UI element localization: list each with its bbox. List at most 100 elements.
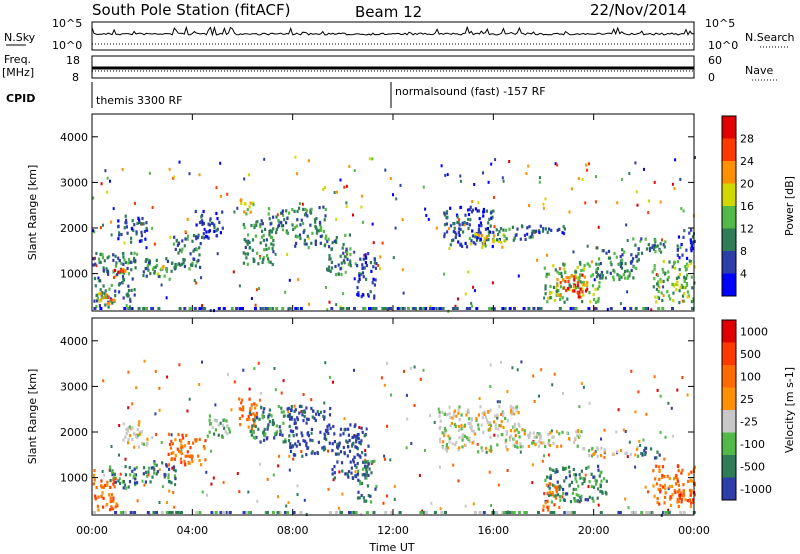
range-cell xyxy=(191,460,194,464)
range-cell xyxy=(583,267,586,271)
x-tick-label: 04:00 xyxy=(176,524,208,537)
range-cell xyxy=(513,307,516,310)
range-cell xyxy=(457,297,459,301)
colorbar-tick-label: 12 xyxy=(740,223,754,236)
range-cell xyxy=(690,249,693,253)
range-cell xyxy=(455,414,458,418)
range-cell xyxy=(544,284,547,288)
range-cell xyxy=(549,476,552,480)
range-cell xyxy=(329,269,332,273)
range-cell xyxy=(303,238,306,242)
range-cell xyxy=(291,223,294,227)
range-cell xyxy=(136,481,139,485)
range-cell xyxy=(305,421,308,425)
range-cell xyxy=(284,414,287,418)
range-cell xyxy=(655,482,658,486)
range-cell xyxy=(505,438,508,442)
range-cell xyxy=(551,490,554,494)
range-cell xyxy=(354,262,357,266)
range-cell xyxy=(406,417,409,421)
range-cell xyxy=(673,260,676,264)
range-cell xyxy=(521,445,525,449)
range-cell xyxy=(651,270,654,274)
range-cell xyxy=(465,245,469,249)
range-cell xyxy=(146,264,149,268)
range-cell xyxy=(260,405,263,409)
range-cell xyxy=(519,237,522,241)
range-cell xyxy=(256,220,259,224)
range-cell xyxy=(570,274,573,278)
range-cell xyxy=(294,244,297,248)
range-cell xyxy=(106,483,109,487)
range-cell xyxy=(177,242,181,246)
range-cell xyxy=(122,486,125,490)
range-cell xyxy=(447,434,450,438)
range-cell xyxy=(493,433,496,437)
range-cell xyxy=(636,446,639,450)
range-cell xyxy=(615,430,618,434)
range-cell xyxy=(643,167,645,171)
range-cell xyxy=(198,246,201,250)
range-cell xyxy=(672,284,675,288)
range-cell xyxy=(444,511,447,514)
range-cell xyxy=(490,307,494,310)
range-cell xyxy=(112,269,115,273)
range-cell xyxy=(180,262,184,266)
range-cell xyxy=(310,406,313,411)
range-cell xyxy=(215,419,218,423)
range-cell xyxy=(569,500,573,504)
range-cell xyxy=(202,232,205,236)
range-cell xyxy=(419,377,422,381)
range-cell xyxy=(306,446,309,450)
range-cell xyxy=(102,485,105,489)
range-cell xyxy=(624,451,627,456)
range-cell xyxy=(678,289,681,293)
range-cell xyxy=(200,215,203,219)
range-cell xyxy=(681,285,684,289)
range-cell xyxy=(144,480,147,484)
range-cell xyxy=(546,475,549,479)
range-cell xyxy=(133,288,136,292)
range-cell xyxy=(265,243,268,247)
range-cell xyxy=(387,307,391,310)
range-cell xyxy=(361,473,364,477)
range-cell xyxy=(225,419,228,423)
range-cell xyxy=(310,427,313,432)
range-cell xyxy=(554,162,557,166)
range-cell xyxy=(325,234,328,238)
x-tick-label: 00:00 xyxy=(76,524,108,537)
range-cell xyxy=(693,239,696,243)
range-cell xyxy=(130,240,133,244)
range-cell xyxy=(550,291,553,295)
range-cell xyxy=(538,432,541,436)
range-cell xyxy=(140,430,143,434)
range-cell xyxy=(680,283,683,287)
range-cell xyxy=(269,222,272,226)
range-cell xyxy=(570,511,574,514)
range-cell xyxy=(273,436,276,440)
range-cell xyxy=(241,398,244,402)
range-cell xyxy=(586,244,589,248)
range-cell xyxy=(315,412,318,416)
range-cell xyxy=(104,289,107,293)
range-cell xyxy=(114,254,117,258)
range-cell xyxy=(658,465,661,469)
range-cell xyxy=(188,461,191,465)
range-cell xyxy=(247,415,250,419)
range-cell xyxy=(576,428,580,433)
range-cell xyxy=(596,496,599,500)
range-cell xyxy=(298,206,301,210)
range-cell xyxy=(528,434,531,438)
range-cell xyxy=(634,307,638,310)
range-cell xyxy=(486,227,489,231)
range-cell xyxy=(354,445,357,449)
range-cell xyxy=(469,218,472,222)
range-cell xyxy=(92,229,95,233)
range-cell xyxy=(108,301,111,306)
range-cell xyxy=(339,267,342,271)
range-cell xyxy=(349,423,352,427)
range-cell xyxy=(173,505,176,509)
range-cell xyxy=(532,374,535,378)
range-cell xyxy=(598,274,601,278)
range-cell xyxy=(266,307,270,310)
